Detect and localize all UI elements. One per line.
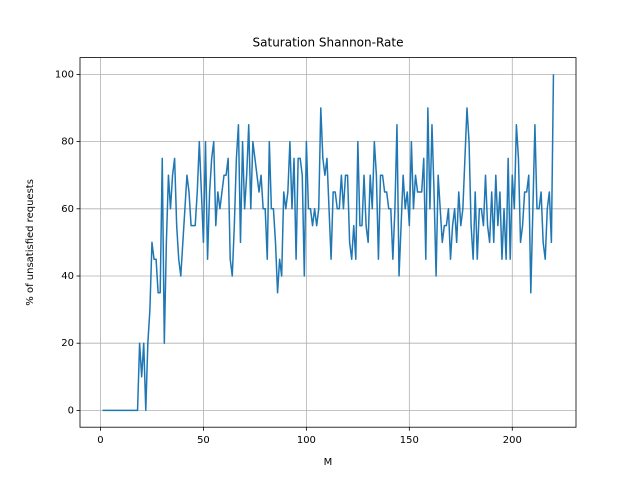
x-axis-label: M [324,457,333,468]
x-tick-label: 50 [197,435,210,446]
plot [102,74,555,412]
x-tick-label: 100 [297,435,316,446]
y-tick-label: 20 [61,338,74,349]
x-tick-label: 0 [97,435,103,446]
y-tick-label: 40 [61,271,74,282]
x-tick-label: 200 [503,435,522,446]
y-tick-label: 100 [55,69,74,80]
y-axis-label: % of unsatisfied requests [25,179,36,306]
y-tick-label: 60 [61,204,74,215]
grid [80,57,576,428]
y-tick-label: 80 [61,137,74,148]
series-line [102,74,555,412]
axes-frame [79,57,577,428]
chart-title: Saturation Shannon-Rate [253,36,404,50]
y-tick-label: 0 [68,405,74,416]
x-tick-label: 150 [400,435,419,446]
